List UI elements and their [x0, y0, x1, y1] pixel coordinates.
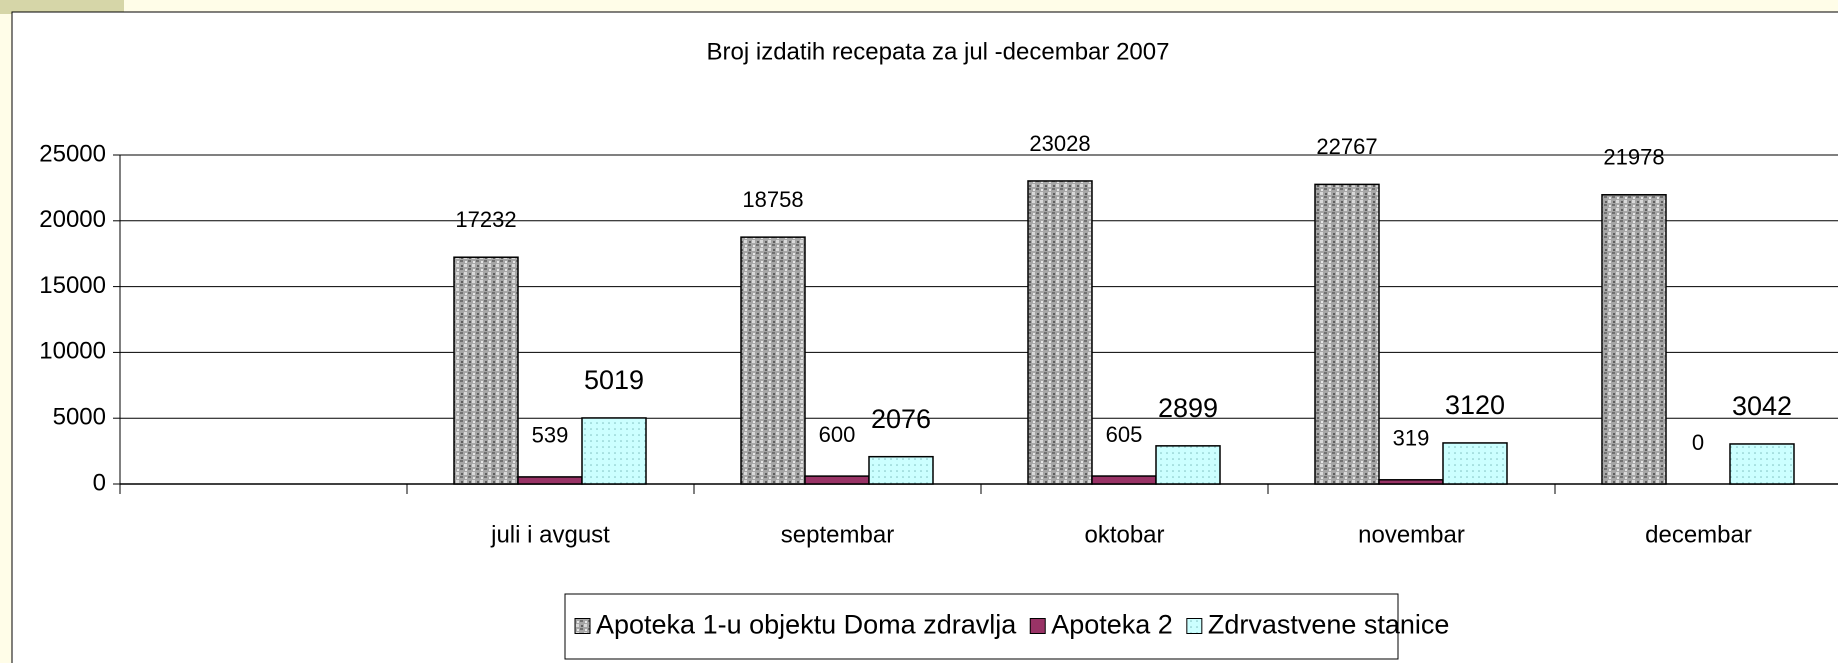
- chart-area: [11, 11, 1838, 663]
- data-label: 539: [532, 423, 569, 448]
- bar: [1729, 443, 1795, 485]
- corner-strip: [0, 0, 124, 14]
- bar: [1378, 479, 1444, 485]
- bar: [1314, 183, 1380, 485]
- x-tick-label: decembar: [1645, 521, 1752, 548]
- data-label: 3042: [1732, 391, 1792, 421]
- data-label: 605: [1106, 422, 1143, 447]
- data-label: 17232: [455, 207, 516, 232]
- bar: [1091, 475, 1157, 485]
- x-tick-label: novembar: [1358, 521, 1465, 548]
- legend-label: Apoteka 1-u objektu Doma zdravlja: [596, 610, 1017, 640]
- y-tick-label: 20000: [39, 206, 106, 233]
- legend-swatch: [1186, 618, 1203, 634]
- chart-title: Broj izdatih recepata za jul -decembar 2…: [707, 38, 1170, 65]
- data-label: 18758: [742, 187, 803, 212]
- bar: [804, 475, 870, 485]
- bar: [1601, 194, 1667, 485]
- legend-swatch: [1029, 618, 1046, 634]
- y-tick-label: 5000: [53, 404, 106, 431]
- legend-label: Apoteka 2: [1051, 610, 1173, 640]
- data-label: 5019: [584, 365, 644, 395]
- data-label: 3120: [1445, 390, 1505, 420]
- data-label: 0: [1692, 430, 1704, 455]
- data-label: 600: [819, 422, 856, 447]
- data-label: 22767: [1316, 134, 1377, 159]
- y-tick-label: 0: [93, 469, 106, 496]
- bar: [517, 476, 583, 485]
- bar: [453, 256, 519, 485]
- y-tick-label: 10000: [39, 338, 106, 365]
- y-tick-label: 15000: [39, 272, 106, 299]
- legend-label: Zdrvastvene stanice: [1208, 610, 1450, 640]
- y-tick-label: 25000: [39, 140, 106, 167]
- bar: [1442, 442, 1508, 485]
- data-label: 319: [1393, 426, 1430, 451]
- bar: [740, 236, 806, 485]
- x-tick-label: septembar: [781, 521, 894, 548]
- bar: [581, 417, 647, 485]
- bar: [1155, 445, 1221, 485]
- x-tick-label: oktobar: [1084, 521, 1164, 548]
- data-label: 23028: [1029, 131, 1090, 156]
- bar: [868, 455, 934, 485]
- bar: [1027, 180, 1093, 485]
- legend-swatch: [574, 618, 591, 634]
- x-tick-label: juli i avgust: [490, 521, 610, 548]
- legend-box: [564, 593, 1399, 660]
- data-label: 2076: [871, 404, 931, 434]
- data-label: 2899: [1158, 393, 1218, 423]
- data-label: 21978: [1603, 145, 1664, 170]
